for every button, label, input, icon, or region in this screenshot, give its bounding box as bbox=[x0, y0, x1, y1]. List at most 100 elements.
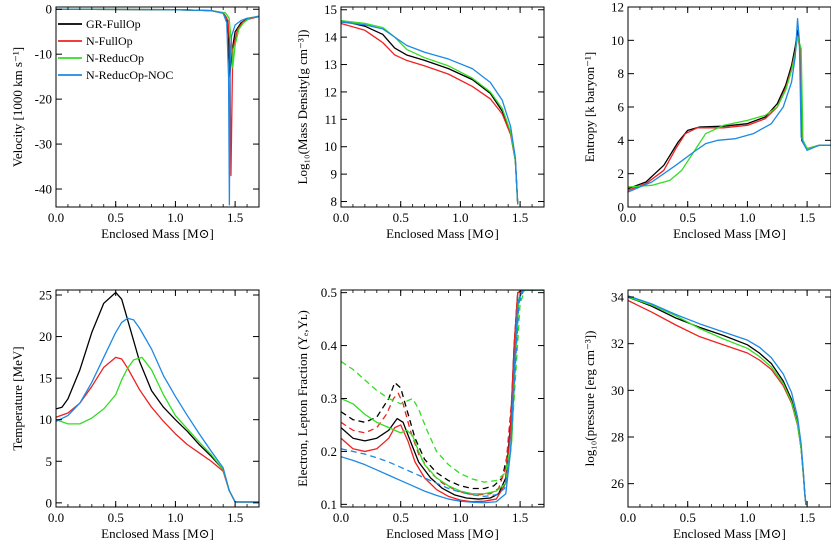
legend-label-n-reducop-noc: N-ReducOp-NOC bbox=[86, 68, 173, 82]
plot-frame-temperature bbox=[55, 289, 260, 508]
y-tick-label-velocity-1: -10 bbox=[35, 47, 52, 62]
panel-velocity: 0.0 0.5 1.0 1.5 0 -10 -20 -30 -40 Enclosed Mass [… bbox=[10, 2, 260, 241]
x-tick-label-temperature-1: 0.5 bbox=[108, 510, 124, 525]
x-tick-label-temperature-2: 1.0 bbox=[167, 510, 183, 525]
plot-frame-velocity bbox=[55, 6, 260, 208]
legend-label-gr-fullop: GR-FullOp bbox=[86, 17, 141, 31]
y-tick-label-electron-fraction-4: 0.5 bbox=[321, 285, 337, 300]
x-tick-label-pressure-3: 1.5 bbox=[799, 510, 815, 525]
panels-layer: 0.0 0.5 1.0 1.5 0 -10 -20 -30 -40 Enclosed Mass [… bbox=[10, 0, 831, 541]
y-tick-label-density-0: 8 bbox=[331, 194, 338, 209]
legend-label-n-fullop: N-FullOp bbox=[86, 34, 133, 48]
y-tick-label-velocity-4: -40 bbox=[35, 182, 52, 197]
y-tick-label-pressure-3: 32 bbox=[611, 336, 624, 351]
y-tick-label-temperature-2: 10 bbox=[39, 412, 52, 427]
x-tick-label-density-2: 1.0 bbox=[452, 210, 468, 225]
y-tick-label-entropy-1: 2 bbox=[618, 166, 625, 181]
y-tick-label-pressure-4: 34 bbox=[611, 290, 625, 305]
x-axis-label-density: Enclosed Mass [M⊙] bbox=[386, 226, 499, 241]
y-tick-label-density-6: 14 bbox=[324, 30, 338, 45]
series-line-entropy-n-reducop-noc bbox=[628, 18, 831, 193]
x-tick-label-temperature-0: 0.0 bbox=[48, 510, 64, 525]
y-tick-label-velocity-2: -20 bbox=[35, 92, 52, 107]
y-tick-label-temperature-3: 15 bbox=[39, 371, 52, 386]
x-axis-label-temperature: Enclosed Mass [M⊙] bbox=[101, 526, 214, 541]
y-axis-label-density: Log₁₀(Mass Density[g cm⁻³]) bbox=[295, 30, 310, 185]
x-tick-label-density-1: 0.5 bbox=[393, 210, 409, 225]
series-group-density bbox=[341, 20, 519, 205]
y-tick-label-entropy-4: 8 bbox=[618, 66, 625, 81]
series-line-density-n-reducop-noc bbox=[341, 21, 519, 205]
series-group-temperature bbox=[56, 291, 259, 503]
y-tick-label-entropy-3: 6 bbox=[618, 100, 625, 115]
x-tick-label-entropy-1: 0.5 bbox=[680, 210, 696, 225]
y-tick-label-electron-fraction-1: 0.2 bbox=[321, 444, 337, 459]
y-tick-label-density-4: 12 bbox=[324, 84, 337, 99]
x-tick-label-velocity-3: 1.5 bbox=[227, 210, 243, 225]
panel-density: 0.0 0.5 1.0 1.5 8 9 10 11 12 13 14 15 Enclosed Mass … bbox=[295, 2, 545, 241]
y-tick-label-temperature-1: 5 bbox=[46, 454, 53, 469]
x-tick-label-entropy-0: 0.0 bbox=[620, 210, 636, 225]
y-axis-label-velocity: Velocity [1000 km s⁻¹] bbox=[10, 47, 25, 167]
series-line-electron-fraction-n-reducop-noc-yl bbox=[341, 290, 544, 498]
y-tick-label-entropy-2: 4 bbox=[618, 133, 625, 148]
x-tick-label-pressure-1: 0.5 bbox=[680, 510, 696, 525]
x-tick-label-velocity-0: 0.0 bbox=[48, 210, 64, 225]
x-tick-label-electron-fraction-2: 1.0 bbox=[452, 510, 468, 525]
x-tick-label-velocity-1: 0.5 bbox=[108, 210, 124, 225]
y-tick-label-velocity-3: -30 bbox=[35, 137, 52, 152]
y-tick-label-entropy-6: 12 bbox=[611, 0, 624, 15]
y-axis-label-temperature: Temperature [MeV] bbox=[10, 346, 25, 450]
x-tick-label-pressure-0: 0.0 bbox=[620, 510, 636, 525]
y-axis-label-pressure: log₁₀(pressure [erg cm⁻³]) bbox=[582, 331, 597, 467]
x-tick-label-electron-fraction-3: 1.5 bbox=[512, 510, 528, 525]
panel-pressure: 0.0 0.5 1.0 1.5 26 28 30 32 34 Enclosed Mass [M⊙]… bbox=[582, 289, 831, 541]
y-tick-label-electron-fraction-3: 0.4 bbox=[321, 338, 338, 353]
y-tick-label-pressure-0: 26 bbox=[611, 476, 625, 491]
x-tick-label-entropy-3: 1.5 bbox=[799, 210, 815, 225]
series-line-electron-fraction-gr-fullop-yl bbox=[341, 290, 544, 490]
x-tick-label-electron-fraction-1: 0.5 bbox=[393, 510, 409, 525]
x-tick-label-temperature-3: 1.5 bbox=[227, 510, 243, 525]
plot-frame-density bbox=[340, 6, 545, 208]
x-axis-label-pressure: Enclosed Mass [M⊙] bbox=[673, 526, 786, 541]
y-tick-label-pressure-1: 28 bbox=[611, 430, 624, 445]
panel-temperature: 0.0 0.5 1.0 1.5 0 5 10 15 20 25 Enclosed Mass [M⊙]… bbox=[10, 287, 260, 541]
plot-frame-pressure bbox=[627, 289, 831, 508]
y-tick-label-temperature-0: 0 bbox=[46, 495, 53, 510]
y-tick-label-entropy-0: 0 bbox=[618, 200, 625, 215]
series-line-entropy-n-reducop bbox=[628, 36, 831, 188]
y-tick-label-density-7: 15 bbox=[324, 2, 337, 17]
x-axis-label-entropy: Enclosed Mass [M⊙] bbox=[673, 226, 786, 241]
panel-entropy: 0.0 0.5 1.0 1.5 0 2 4 6 8 10 12 Enclosed Mass [M⊙] E… bbox=[582, 0, 831, 241]
x-tick-label-density-0: 0.0 bbox=[333, 210, 349, 225]
series-group-entropy bbox=[628, 18, 831, 193]
y-tick-label-electron-fraction-0: 0.1 bbox=[321, 497, 337, 512]
series-group-pressure bbox=[628, 295, 807, 505]
legend: GR-FullOp N-FullOp N-ReducOp N-ReducOp-N… bbox=[58, 17, 173, 82]
series-line-velocity-n-reducop-noc bbox=[56, 8, 259, 206]
series-group-electron-fraction bbox=[341, 290, 544, 504]
y-tick-label-temperature-5: 25 bbox=[39, 287, 52, 302]
y-axis-label-entropy: Entropy [k baryon⁻¹] bbox=[582, 52, 597, 162]
x-tick-label-density-3: 1.5 bbox=[512, 210, 528, 225]
x-tick-label-velocity-2: 1.0 bbox=[167, 210, 183, 225]
y-tick-label-density-3: 11 bbox=[324, 112, 337, 127]
x-axis-label-electron-fraction: Enclosed Mass [M⊙] bbox=[386, 526, 499, 541]
legend-label-n-reducop: N-ReducOp bbox=[86, 51, 144, 65]
y-tick-label-temperature-4: 20 bbox=[39, 329, 52, 344]
y-tick-label-density-2: 10 bbox=[324, 139, 337, 154]
x-tick-label-entropy-2: 1.0 bbox=[739, 210, 755, 225]
x-axis-label-velocity: Enclosed Mass [M⊙] bbox=[101, 226, 214, 241]
series-line-temperature-n-reducop-noc bbox=[56, 317, 259, 503]
y-tick-label-density-5: 13 bbox=[324, 57, 337, 72]
series-line-pressure-n-reducop-noc bbox=[628, 295, 807, 505]
x-tick-label-pressure-2: 1.0 bbox=[739, 510, 755, 525]
y-tick-label-velocity-0: 0 bbox=[46, 2, 53, 17]
y-tick-label-pressure-2: 30 bbox=[611, 383, 624, 398]
x-tick-label-electron-fraction-0: 0.0 bbox=[333, 510, 349, 525]
y-tick-label-entropy-5: 10 bbox=[611, 33, 624, 48]
